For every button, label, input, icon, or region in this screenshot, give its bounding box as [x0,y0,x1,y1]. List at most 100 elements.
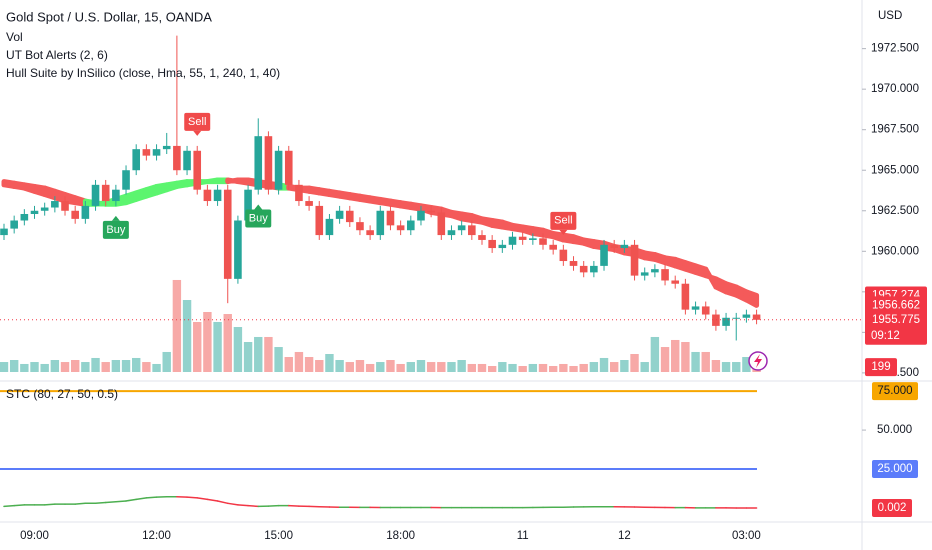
candle-body [244,189,252,221]
volume-bar [660,347,670,372]
candle-body [498,244,507,249]
candle-body [407,220,415,231]
candle-body [0,228,8,236]
candle-body [559,249,568,262]
volume-bar [294,351,304,372]
indicator-label: Hull Suite by InSilico (close, Hma, 55, … [6,66,280,80]
level-badge-label: 25.000 [877,463,912,475]
volume-bar [528,363,538,372]
volume-badge [865,358,897,377]
candle-body [40,207,49,211]
icon-bolt[interactable] [754,354,762,368]
marks: 1952.5001955.0001957.5001960.0001962.500… [0,35,927,542]
candle-body [173,145,181,171]
stc-line [186,496,198,499]
volume-bar [132,357,141,372]
candle-body [152,149,161,156]
volume-bar [345,362,354,372]
volume-bar [355,360,365,372]
candle-body [356,222,364,231]
candle-body [457,225,466,231]
candle-body [335,210,344,219]
volume-bar [620,360,629,372]
x-tick-label: 18:00 [386,530,415,542]
volume-bar [376,362,385,372]
candle-body [51,201,59,208]
lightning-icon[interactable] [748,351,768,371]
candle-body [30,210,39,215]
price-badge [865,296,927,315]
candle-body [345,210,354,223]
volume-bar [284,357,293,372]
x-tick-label: 12 [618,530,631,542]
stc-line [125,498,137,502]
y-tick-label: 50.000 [877,424,912,436]
candle-body [701,306,710,315]
volume-bar [335,360,344,372]
volume-bar [213,321,222,372]
candle-body [213,189,222,202]
candle-body [112,189,120,202]
candle-body [61,201,69,211]
candle-body [712,314,720,326]
candle-body [600,244,608,266]
volume-bar [264,336,273,372]
signal-pointer [559,229,568,235]
volume-bar [599,357,609,372]
price-badge-label: 1956.662 [872,299,920,311]
candle-body [671,280,680,284]
signal-label-bg [245,209,272,228]
volume-bar [304,357,314,372]
candle-body [478,235,486,240]
volume-bar [223,314,232,372]
volume-bar [508,363,517,372]
volume-bar [50,360,60,372]
candle-body [10,220,18,229]
volume-bar [182,300,192,372]
volume-bar [203,312,212,372]
candle-body [488,239,496,249]
level-badge [872,382,918,401]
indicator-label: Vol [6,30,23,44]
x-tick-label: 15:00 [264,530,293,542]
volume-bar [701,351,710,372]
candle-body [295,184,303,202]
stc-line [247,504,259,508]
volume-bar [467,363,477,372]
candle-body [183,150,191,171]
signal-label: Buy [106,224,125,236]
volume-bar [477,363,487,372]
candle-body [468,225,476,236]
signal-label: Buy [249,212,268,224]
stc-line [74,502,87,505]
candle-body [722,317,730,326]
candle-body [315,205,324,236]
y-tick-label: 1960.000 [871,245,919,257]
stc-line [115,500,127,503]
volume-bar [111,360,121,372]
candle-body [122,170,130,190]
volume-bar [20,363,29,372]
volume-bar [91,357,100,372]
volume-bar [40,363,49,372]
volume-bar [457,360,466,372]
candle-body [640,272,649,276]
volume-bar [538,363,548,372]
candle-body [203,189,212,202]
volume-bar [152,363,161,372]
hull-band [743,289,760,308]
volume-bar [559,363,568,372]
candle-body [254,136,263,190]
candle-body [518,236,527,240]
price-badge-label: 1955.775 [872,314,920,326]
candle-body [579,265,588,273]
volume-bar [487,366,497,372]
level-badge-label: 75.000 [877,385,912,397]
volume-bar [681,342,690,372]
candle-body [437,212,446,236]
stc-line [13,504,26,507]
stc-badge-label: 0.002 [878,502,907,514]
candle-body [386,210,395,226]
